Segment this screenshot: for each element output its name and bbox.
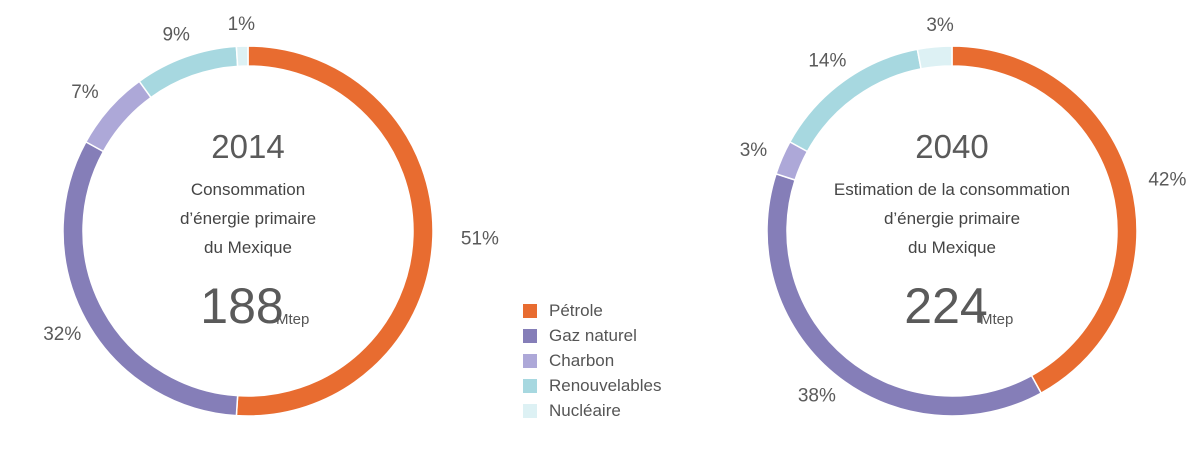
center-unit: Mtep [276, 311, 309, 328]
legend-item-charbon: Charbon [523, 348, 661, 373]
slice-label-renouvelables: 9% [162, 25, 190, 46]
slice-label-gaz: 32% [43, 324, 81, 345]
slice-nucleaire [235, 45, 249, 68]
legend-label: Pétrole [549, 300, 603, 320]
legend-label: Gaz naturel [549, 325, 637, 345]
slice-label-nucleaire: 3% [926, 15, 954, 36]
center-year: 2040 [915, 128, 988, 165]
legend: Pétrole Gaz naturel Charbon Renouvelable… [523, 298, 661, 423]
legend-label: Renouvelables [549, 375, 662, 395]
center-subtitle-line: d’énergie primaire [180, 209, 316, 228]
slice-label-petrole: 51% [461, 229, 499, 250]
slice-label-charbon: 7% [71, 82, 99, 103]
legend-item-gaz-naturel: Gaz naturel [523, 323, 661, 348]
legend-label: Nucléaire [549, 400, 621, 420]
center-year: 2014 [211, 128, 284, 165]
legend-swatch-renouvelables [523, 378, 537, 393]
legend-item-renouvelables: Renouvelables [523, 373, 661, 398]
center-subtitle-line: du Mexique [908, 238, 996, 257]
center-subtitle-line: du Mexique [204, 238, 292, 257]
center-subtitle-line: Estimation de la consommation [834, 180, 1070, 199]
slice-petrole [235, 45, 434, 417]
legend-item-petrole: Pétrole [523, 298, 661, 323]
slice-label-charbon: 3% [740, 140, 768, 161]
slice-label-petrole: 42% [1148, 169, 1186, 190]
legend-label: Charbon [549, 350, 615, 370]
center-subtitle-line: d’énergie primaire [884, 209, 1020, 228]
center-total: 224 [904, 278, 987, 334]
donut-chart-2014: 51% 32% 7% 9% 1% 2014 Consommation d’énergie pr… [43, 14, 499, 417]
slice-label-gaz: 38% [798, 385, 836, 406]
slice-nucleaire [916, 45, 953, 70]
legend-item-nucleaire: Nucléaire [523, 398, 661, 423]
slice-label-renouvelables: 14% [808, 50, 846, 71]
legend-swatch-petrole [523, 303, 537, 318]
slice-renouvelables [138, 45, 239, 99]
legend-swatch-nucleaire [523, 403, 537, 418]
donut-chart-2040: 42% 38% 3% 14% 3% 2040 Estimation de la consom… [740, 15, 1186, 417]
center-total: 188 [200, 278, 283, 334]
legend-swatch-charbon [523, 353, 537, 368]
center-subtitle-line: Consommation [191, 180, 305, 199]
slice-label-nucleaire: 1% [228, 14, 256, 35]
center-unit: Mtep [980, 311, 1013, 328]
legend-swatch-gaz-naturel [523, 328, 537, 343]
